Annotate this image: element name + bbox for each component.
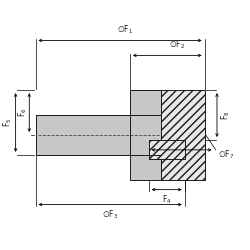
Bar xyxy=(36,115,165,155)
Text: F$_8$: F$_8$ xyxy=(220,110,232,120)
Text: $\varnothing$F$_1$: $\varnothing$F$_1$ xyxy=(117,24,133,36)
Text: $\varnothing$F$_7$: $\varnothing$F$_7$ xyxy=(218,148,234,160)
Bar xyxy=(161,90,204,180)
Text: F$_5$: F$_5$ xyxy=(2,118,14,127)
Text: F$_6$: F$_6$ xyxy=(17,108,29,117)
Bar xyxy=(148,140,185,158)
Text: $\varnothing$F$_3$: $\varnothing$F$_3$ xyxy=(102,209,118,221)
Text: $\varnothing$F$_2$: $\varnothing$F$_2$ xyxy=(169,39,185,52)
Bar xyxy=(130,90,161,180)
Text: F$_4$: F$_4$ xyxy=(162,194,172,206)
